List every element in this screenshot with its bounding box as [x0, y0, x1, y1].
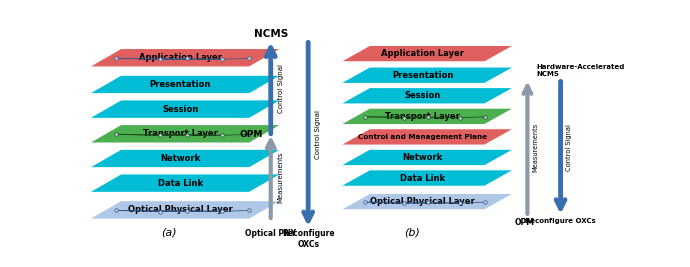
Text: Optical Physical Layer: Optical Physical Layer [371, 197, 475, 206]
Text: OPM: OPM [515, 218, 535, 227]
Polygon shape [89, 174, 282, 193]
Polygon shape [340, 129, 514, 145]
Text: Reconfigure OXCs: Reconfigure OXCs [525, 218, 596, 224]
Polygon shape [89, 149, 282, 168]
Text: Optical PHY: Optical PHY [245, 229, 296, 238]
Text: NCMS: NCMS [254, 29, 288, 39]
Text: Reconfigure
OXCs: Reconfigure OXCs [282, 229, 335, 249]
Polygon shape [340, 108, 514, 125]
Polygon shape [89, 49, 282, 67]
Polygon shape [340, 170, 514, 186]
Text: Transport Layer: Transport Layer [385, 112, 460, 121]
Text: Optical Physical Layer: Optical Physical Layer [128, 205, 233, 214]
Text: Transport Layer: Transport Layer [143, 129, 218, 138]
Text: Data Link: Data Link [158, 179, 203, 188]
Polygon shape [340, 149, 514, 166]
Polygon shape [340, 193, 514, 210]
Text: Measurements: Measurements [277, 151, 284, 203]
Text: Control Signal: Control Signal [315, 110, 321, 159]
Text: (b): (b) [404, 228, 420, 238]
Text: Data Link: Data Link [400, 174, 445, 183]
Text: Session: Session [404, 91, 441, 100]
Polygon shape [340, 88, 514, 104]
Text: Control and Management Plane: Control and Management Plane [358, 134, 487, 140]
Polygon shape [89, 100, 282, 118]
Text: Presentation: Presentation [392, 71, 453, 80]
Text: (a): (a) [161, 228, 177, 238]
Polygon shape [340, 45, 514, 62]
Polygon shape [89, 75, 282, 94]
Text: Hardware-Accelerated
NCMS: Hardware-Accelerated NCMS [537, 64, 625, 77]
Text: Control Signal: Control Signal [566, 124, 572, 171]
Text: Application Layer: Application Layer [139, 53, 222, 62]
Text: Control Signal: Control Signal [277, 64, 284, 113]
Text: Presentation: Presentation [150, 80, 211, 89]
Text: Network: Network [160, 154, 201, 163]
Polygon shape [89, 201, 282, 219]
Text: Network: Network [403, 153, 443, 162]
Text: Application Layer: Application Layer [382, 49, 464, 58]
Text: OPM: OPM [239, 130, 263, 139]
Polygon shape [89, 124, 282, 143]
Text: Measurements: Measurements [533, 123, 539, 172]
Text: Session: Session [162, 105, 199, 114]
Polygon shape [340, 67, 514, 83]
